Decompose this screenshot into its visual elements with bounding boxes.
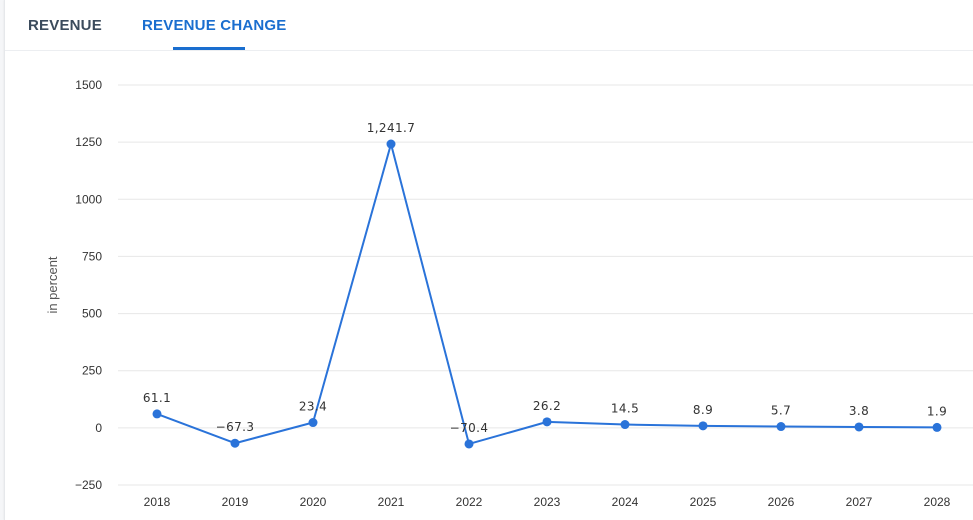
gridlines	[118, 84, 973, 486]
data-point[interactable]	[464, 439, 474, 449]
data-point[interactable]	[698, 421, 708, 431]
data-point[interactable]	[776, 422, 786, 432]
data-point[interactable]	[854, 422, 864, 432]
data-point[interactable]	[152, 409, 162, 419]
x-tick-label: 2025	[690, 495, 717, 509]
tab-bar: REVENUE REVENUE CHANGE	[5, 0, 973, 51]
y-axis-label: in percent	[45, 256, 60, 313]
data-label: 3.8	[849, 404, 869, 418]
data-points	[152, 139, 942, 449]
y-tick-label: 500	[82, 307, 102, 321]
x-tick-label: 2019	[222, 495, 249, 509]
x-tick-label: 2027	[846, 495, 873, 509]
x-tick-label: 2018	[144, 495, 171, 509]
data-label: 1.9	[927, 404, 947, 418]
chart-card: REVENUE REVENUE CHANGE	[4, 0, 973, 520]
y-tick-label: 0	[95, 421, 102, 435]
x-tick-label: 2021	[378, 495, 405, 509]
x-tick-label: 2020	[300, 495, 327, 509]
data-point[interactable]	[932, 422, 942, 432]
data-label: 1,241.7	[367, 121, 416, 135]
data-point[interactable]	[230, 438, 240, 448]
y-tick-label: 1000	[75, 192, 102, 206]
data-label: 23.4	[299, 400, 327, 414]
active-tab-indicator	[173, 47, 245, 50]
x-tick-label: 2026	[768, 495, 795, 509]
data-label: 26.2	[533, 399, 561, 413]
x-tick-label: 2028	[924, 495, 951, 509]
data-label: 61.1	[143, 391, 171, 405]
data-labels: 61.1 −67.3 23.4 1,241.7 −70.4 26.2 14.5 8.9 5.7 3…	[143, 121, 947, 435]
y-axis-ticks: 1500 1250 1000 750 500 250 0 −250	[75, 78, 102, 492]
data-point[interactable]	[308, 418, 318, 428]
data-point[interactable]	[386, 139, 396, 149]
data-point[interactable]	[542, 417, 552, 427]
x-tick-label: 2023	[534, 495, 561, 509]
tab-revenue[interactable]: REVENUE	[28, 17, 102, 34]
data-label: 8.9	[693, 403, 713, 417]
x-axis-ticks: 2018 2019 2020 2021 2022 2023 2024 2025 2026 2027…	[144, 495, 951, 509]
y-tick-label: 750	[82, 249, 102, 263]
data-label: −70.4	[450, 421, 489, 435]
data-label: 5.7	[771, 404, 791, 418]
data-label: 14.5	[611, 402, 639, 416]
y-tick-label: 1250	[75, 135, 102, 149]
y-tick-label: 1500	[75, 78, 102, 92]
data-label: −67.3	[216, 420, 255, 434]
y-tick-label: 250	[82, 364, 102, 378]
data-point[interactable]	[620, 420, 630, 430]
y-tick-label: −250	[75, 478, 102, 492]
x-tick-label: 2024	[612, 495, 639, 509]
x-tick-label: 2022	[456, 495, 483, 509]
tab-revenue-change[interactable]: REVENUE CHANGE	[142, 17, 287, 34]
